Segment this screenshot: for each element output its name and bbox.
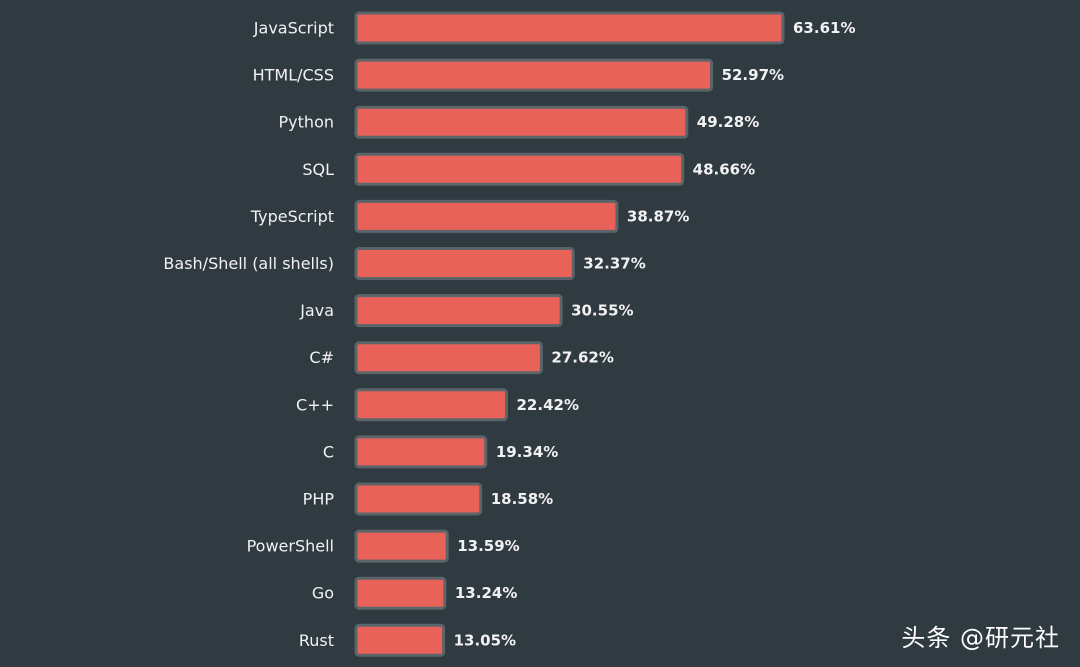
category-label: C# <box>309 348 334 367</box>
category-label: JavaScript <box>253 19 334 38</box>
value-label: 52.97% <box>722 66 784 84</box>
category-label: PHP <box>303 490 335 509</box>
watermark-text: 头条 @研元社 <box>901 624 1060 652</box>
value-label: 13.05% <box>454 631 516 649</box>
bar <box>354 58 714 92</box>
bar <box>354 105 689 139</box>
bars-group: JavaScript 63.61% HTML/CSS 52.97% Python 49.2… <box>163 11 855 657</box>
value-label: 63.61% <box>793 19 855 37</box>
bar <box>354 294 563 328</box>
category-label: Java <box>299 301 334 320</box>
value-label: 13.24% <box>455 584 517 602</box>
bar <box>354 341 543 375</box>
category-label: SQL <box>302 160 334 179</box>
category-label: TypeScript <box>250 207 334 226</box>
category-label: PowerShell <box>247 537 334 556</box>
category-label: Go <box>312 584 334 603</box>
bar <box>354 482 483 516</box>
category-label: C++ <box>296 395 334 414</box>
value-label: 27.62% <box>551 349 613 367</box>
bar <box>354 199 619 233</box>
bar <box>354 388 509 422</box>
bar <box>354 529 449 563</box>
category-label: C <box>323 442 334 461</box>
category-label: Python <box>279 113 334 132</box>
category-label: Rust <box>299 631 334 650</box>
category-label: Bash/Shell (all shells) <box>163 254 334 273</box>
bar <box>354 576 447 610</box>
bar <box>354 247 575 280</box>
bar <box>354 152 685 186</box>
value-label: 38.87% <box>627 207 689 225</box>
value-label: 49.28% <box>697 113 759 131</box>
value-label: 32.37% <box>583 255 645 273</box>
value-label: 13.59% <box>457 537 519 555</box>
bar <box>354 435 488 469</box>
category-label: HTML/CSS <box>253 66 334 85</box>
bar <box>354 11 785 45</box>
bar <box>354 623 446 657</box>
value-label: 30.55% <box>571 302 633 320</box>
value-label: 18.58% <box>491 490 553 508</box>
value-label: 22.42% <box>517 396 579 414</box>
value-label: 19.34% <box>496 443 558 461</box>
value-label: 48.66% <box>693 160 755 178</box>
